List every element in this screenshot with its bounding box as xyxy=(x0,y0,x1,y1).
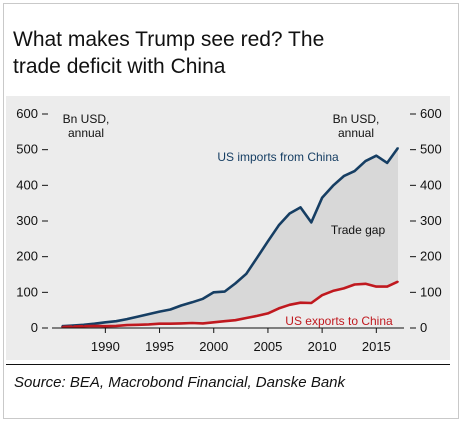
exports-point xyxy=(310,302,313,304)
exports-point xyxy=(397,280,399,283)
y-left-unit-label: annual xyxy=(68,126,104,140)
exports-line xyxy=(61,280,399,329)
exports-point xyxy=(191,322,193,324)
imports-point xyxy=(180,304,183,307)
y-right-unit-label: annual xyxy=(338,126,374,140)
imports-point xyxy=(375,154,378,157)
y-left-tick-label: 500 xyxy=(16,142,38,157)
exports-point xyxy=(256,315,258,317)
exports-point xyxy=(93,325,96,327)
title-line-1: What makes Trump see red? The xyxy=(13,28,325,51)
exports-point xyxy=(321,294,323,296)
y-left-tick-label: 0 xyxy=(31,320,38,335)
title-line-2: trade deficit with China xyxy=(13,55,226,78)
imports-point xyxy=(332,184,334,187)
imports-point xyxy=(343,175,345,177)
imports-point xyxy=(364,160,367,162)
exports-point xyxy=(353,283,356,286)
y-left-tick-label: 600 xyxy=(16,106,38,121)
imports-point xyxy=(288,212,291,215)
y-left-tick-label: 100 xyxy=(16,284,38,299)
imports-point xyxy=(223,290,226,293)
chart-title: What makes Trump see red? The trade defi… xyxy=(13,26,453,80)
exports-point xyxy=(386,285,388,288)
y-right-tick-label: 500 xyxy=(420,142,442,157)
exports-point xyxy=(277,307,280,310)
y-right-tick-label: 600 xyxy=(420,106,442,121)
exports-point xyxy=(180,322,183,325)
exports-point xyxy=(332,290,334,292)
imports-point xyxy=(115,320,117,323)
x-tick-label: 1995 xyxy=(145,339,174,354)
x-tick-label: 2000 xyxy=(199,339,228,354)
imports-point xyxy=(267,240,269,243)
y-left-tick-label: 200 xyxy=(16,249,38,264)
source-note: Source: BEA, Macrobond Financial, Danske… xyxy=(14,374,346,391)
imports-point xyxy=(158,310,161,313)
exports-point xyxy=(169,322,172,325)
exports-point xyxy=(72,325,74,328)
imports-point xyxy=(299,206,302,209)
y-right-tick-label: 400 xyxy=(420,177,442,192)
exports-point xyxy=(223,320,226,323)
source-divider xyxy=(6,364,450,365)
imports-point xyxy=(82,323,85,326)
imports-point xyxy=(202,297,204,300)
exports-point xyxy=(126,324,128,326)
exports-point xyxy=(288,304,291,306)
imports-point xyxy=(93,322,96,325)
exports-point xyxy=(234,319,237,321)
exports-point xyxy=(245,317,248,319)
imports-point xyxy=(353,170,356,172)
x-tick-label: 2015 xyxy=(362,339,391,354)
y-right-tick-label: 100 xyxy=(420,284,442,299)
y-right-tick-label: 300 xyxy=(420,213,442,228)
trade-gap-area xyxy=(62,147,398,327)
exports-point xyxy=(147,323,150,326)
y-right-tick-label: 0 xyxy=(420,320,427,335)
exports-point xyxy=(299,301,302,304)
imports-point xyxy=(212,291,215,294)
imports-point xyxy=(234,282,237,285)
imports-series-label: US imports from China xyxy=(217,150,339,164)
imports-point xyxy=(386,162,388,164)
y-right-tick-label: 200 xyxy=(420,249,442,264)
imports-point xyxy=(277,224,280,227)
imports-point xyxy=(147,313,150,315)
x-tick-label: 2010 xyxy=(308,339,337,354)
exports-point xyxy=(82,325,85,328)
exports-point xyxy=(61,326,63,328)
exports-point xyxy=(343,287,345,290)
imports-point xyxy=(104,321,107,324)
exports-point xyxy=(375,285,378,288)
exports-point xyxy=(104,325,107,328)
trade-gap-label: Trade gap xyxy=(331,223,386,237)
y-left-tick-label: 400 xyxy=(16,177,38,192)
exports-point xyxy=(364,282,367,285)
imports-point xyxy=(397,147,399,149)
x-tick-label: 1990 xyxy=(91,339,120,354)
imports-line xyxy=(61,147,400,328)
imports-point xyxy=(137,315,139,318)
y-left-tick-label: 300 xyxy=(16,213,38,228)
imports-point xyxy=(169,308,172,311)
exports-point xyxy=(202,322,204,325)
exports-point xyxy=(158,322,161,325)
imports-point xyxy=(126,318,128,320)
exports-point xyxy=(115,325,117,327)
imports-point xyxy=(310,221,313,224)
exports-series-label: US exports to China xyxy=(285,314,393,328)
y-right-unit-label: Bn USD, xyxy=(333,112,380,126)
y-left-unit-label: Bn USD, xyxy=(63,112,110,126)
exports-point xyxy=(137,323,139,326)
imports-point xyxy=(245,272,248,275)
exports-point xyxy=(267,312,269,315)
imports-point xyxy=(321,197,323,199)
x-tick-label: 2005 xyxy=(253,339,282,354)
imports-point xyxy=(256,256,258,259)
imports-point xyxy=(191,301,193,304)
exports-point xyxy=(212,321,215,324)
